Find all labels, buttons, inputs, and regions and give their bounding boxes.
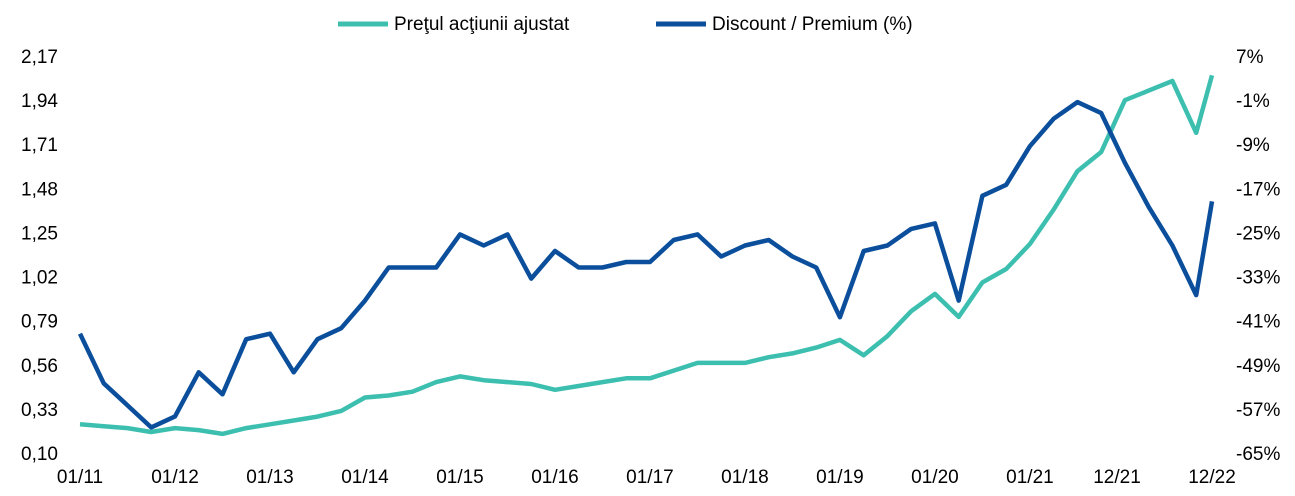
y2-tick-label: -41% [1236, 312, 1280, 333]
x-tick-label: 12/21 [1093, 467, 1141, 488]
series-line [79, 74, 1215, 437]
y-tick-label: 0,79 [21, 312, 58, 333]
x-tick-label: 01/16 [531, 467, 579, 488]
x-tick-label: 01/19 [816, 467, 864, 488]
y-tick-label: 0,56 [21, 356, 58, 377]
y2-tick-label: -33% [1236, 268, 1280, 289]
series-line [77, 99, 1215, 430]
y-tick-label: 1,48 [21, 179, 58, 200]
y-tick-label: 1,25 [21, 223, 58, 244]
y-tick-label: 1,71 [21, 135, 58, 156]
y2-tick-label: -1% [1236, 91, 1270, 112]
x-tick-label: 01/15 [436, 467, 484, 488]
x-tick-label: 01/18 [721, 467, 769, 488]
y2-tick-label: -9% [1236, 135, 1270, 156]
y2-tick-label: -49% [1236, 356, 1280, 377]
y2-tick-label: -65% [1236, 444, 1280, 465]
x-tick-label: 01/14 [341, 467, 389, 488]
y-tick-label: 2,17 [21, 47, 58, 68]
x-tick-label: 01/21 [1006, 467, 1054, 488]
y2-tick-label: -17% [1236, 179, 1280, 200]
x-tick-label: 01/12 [151, 467, 199, 488]
legend-label: Preţul acţiunii ajustat [394, 14, 570, 35]
y-tick-label: 0,33 [21, 400, 58, 421]
legend-label: Discount / Premium (%) [712, 14, 913, 35]
x-tick-label: 01/17 [626, 467, 674, 488]
y2-tick-label: -25% [1236, 223, 1280, 244]
x-tick-label: 01/11 [57, 467, 103, 488]
x-tick-label: 01/20 [911, 467, 959, 488]
x-tick-label: 12/22 [1188, 467, 1236, 488]
y-tick-label: 1,02 [21, 268, 58, 289]
y2-tick-label: 7% [1236, 47, 1264, 68]
y-tick-label: 1,94 [21, 91, 58, 112]
y2-tick-label: -57% [1236, 400, 1280, 421]
y-tick-label: 0,10 [21, 444, 58, 465]
x-tick-label: 01/13 [246, 467, 294, 488]
